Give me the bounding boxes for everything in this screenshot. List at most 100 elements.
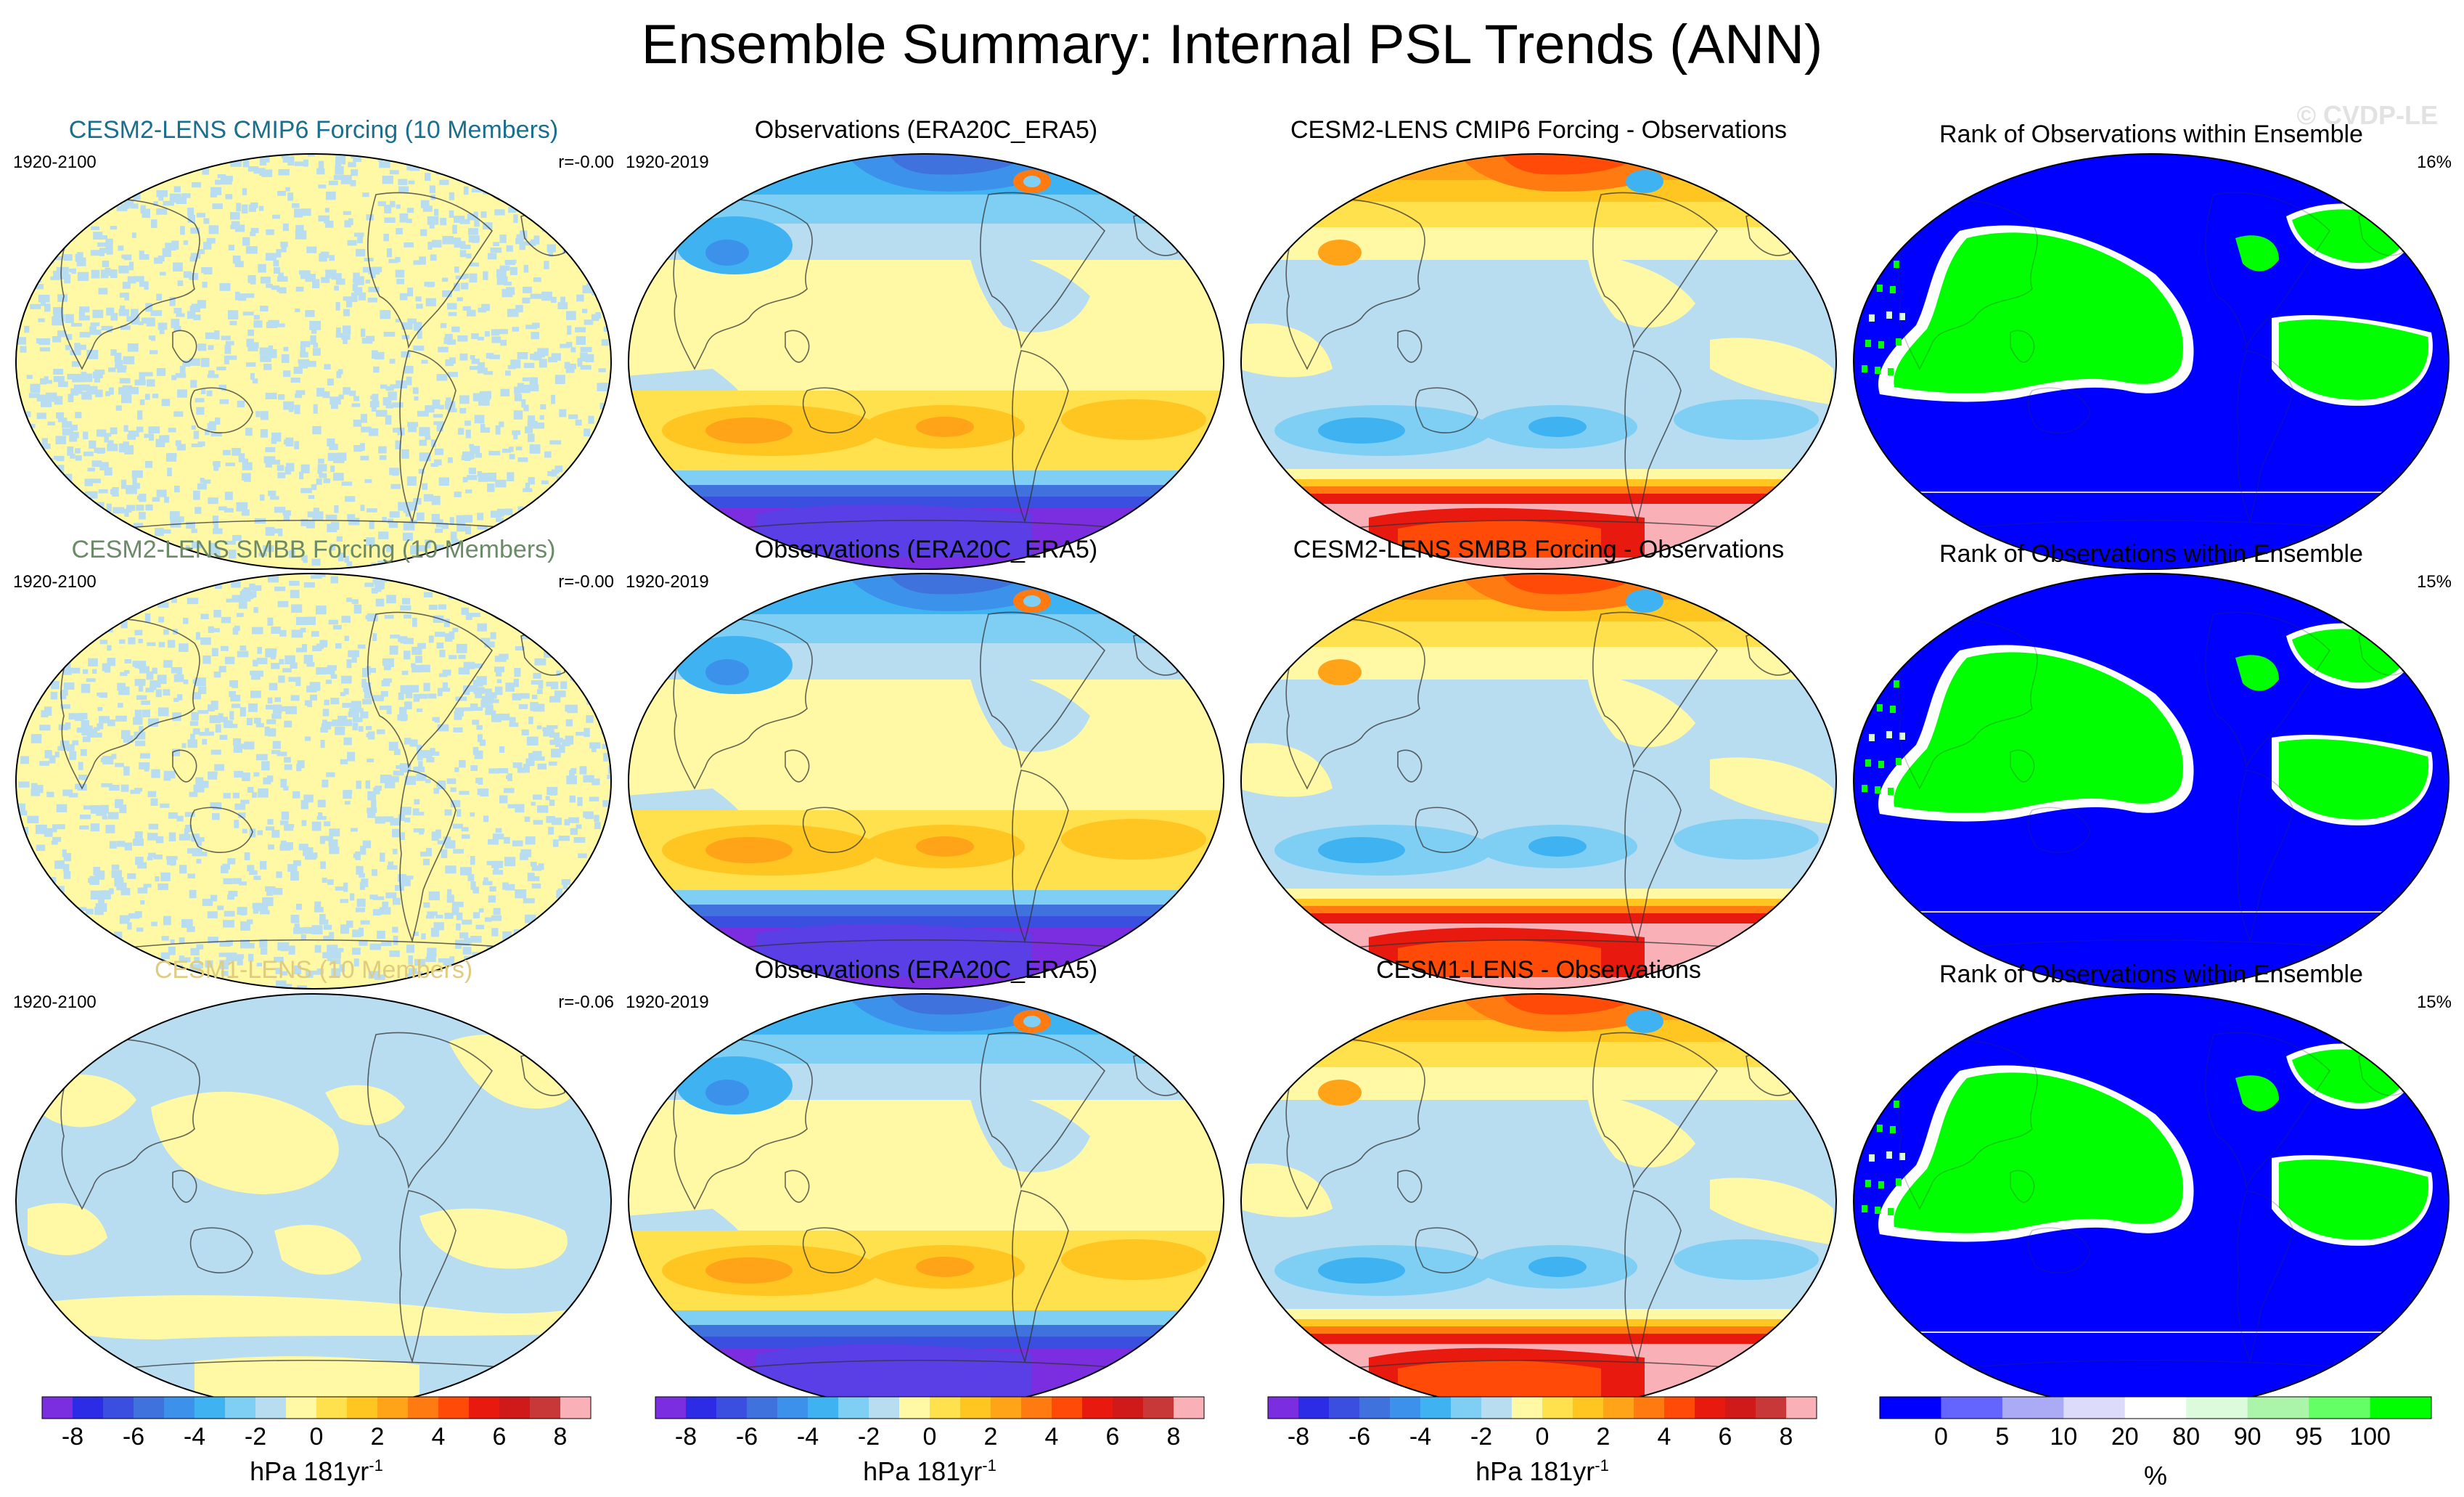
colorbar-swatch [960, 1397, 991, 1419]
colorbar-swatch [1298, 1397, 1330, 1419]
colorbar-swatch [377, 1397, 409, 1419]
obs-map-row-3 [628, 993, 1224, 1410]
model-panel-title: CESM1-LENS (10 Members) [154, 956, 473, 984]
colorbar-tick-label: 4 [432, 1423, 446, 1451]
colorbar-tick-label: -2 [245, 1423, 266, 1451]
colorbar-swatch [1941, 1397, 2003, 1419]
colorbar-swatch [1359, 1397, 1391, 1419]
obs-panel-title: Observations (ERA20C_ERA5) [754, 536, 1098, 563]
colorbar-swatch [499, 1397, 531, 1419]
colorbar-swatch [1512, 1397, 1543, 1419]
colorbar-swatch [316, 1397, 348, 1419]
colorbar-tick-label: 0 [1934, 1423, 1948, 1451]
diff-map-row-1 [1240, 153, 1837, 570]
colorbar-tick-label: 5 [1995, 1423, 2009, 1451]
model-panel-title: CESM2-LENS CMIP6 Forcing (10 Members) [68, 116, 559, 144]
diff-map-row-2 [1240, 573, 1837, 990]
colorbar-swatch [1573, 1397, 1604, 1419]
colorbar-tick-label: 80 [2172, 1423, 2200, 1451]
colorbar-swatch [777, 1397, 809, 1419]
colorbar-swatch [1542, 1397, 1573, 1419]
colorbar-tick-label: -4 [797, 1423, 819, 1451]
colorbar-swatch [655, 1397, 687, 1419]
colorbar-swatch [1021, 1397, 1052, 1419]
obs-map-row-2 [628, 573, 1224, 990]
colorbar-swatch [2247, 1397, 2309, 1419]
diff-map-row-3 [1240, 993, 1837, 1410]
colorbar-swatch [225, 1397, 256, 1419]
colorbar-swatch [2309, 1397, 2371, 1419]
colorbar-swatch [73, 1397, 104, 1419]
rank-panel-title: Rank of Observations within Ensemble [1939, 121, 2363, 148]
colorbar-tick-label: 10 [2050, 1423, 2077, 1451]
colorbar-swatch [560, 1397, 592, 1419]
colorbar-swatch [1786, 1397, 1817, 1419]
colorbar-units-label: hPa 181yr-1 [863, 1456, 996, 1486]
colorbar-swatch [1880, 1397, 1941, 1419]
obs-years: 1920-2019 [626, 152, 709, 172]
colorbar-tick-label: 4 [1658, 1423, 1671, 1451]
colorbar-tick-label: 6 [1719, 1423, 1732, 1451]
colorbar-swatch [1174, 1397, 1205, 1419]
colorbar-tick-label: -6 [123, 1423, 144, 1451]
colorbar-swatch [808, 1397, 839, 1419]
model-correlation: r=-0.00 [558, 152, 614, 172]
rank-map-row-1 [1853, 153, 2449, 570]
colorbar-swatch [255, 1397, 287, 1419]
colorbar-swatch [1695, 1397, 1726, 1419]
model-panel-title: CESM2-LENS SMBB Forcing (10 Members) [71, 536, 556, 563]
colorbar-swatch [42, 1397, 73, 1419]
colorbar-swatch [2370, 1397, 2432, 1419]
colorbar-tick-label: -8 [62, 1423, 83, 1451]
colorbar-tick-label: -4 [184, 1423, 205, 1451]
obs-panel-title: Observations (ERA20C_ERA5) [754, 956, 1098, 984]
colorbar-swatch [469, 1397, 500, 1419]
colorbar-swatch [899, 1397, 930, 1419]
colorbar-tick-label: -2 [858, 1423, 880, 1451]
colorbar-tick-label: -8 [1288, 1423, 1309, 1451]
rank-map-row-3 [1853, 993, 2449, 1410]
colorbar-tick-label: 2 [984, 1423, 998, 1451]
colorbar-swatch [2124, 1397, 2187, 1419]
colorbar-swatch [530, 1397, 561, 1419]
colorbar-swatch [1143, 1397, 1174, 1419]
colorbar-tick-label: 0 [923, 1423, 937, 1451]
colorbar-swatch [869, 1397, 900, 1419]
model-correlation: r=-0.06 [558, 992, 614, 1012]
colorbar-swatch [286, 1397, 317, 1419]
colorbar-swatch [1082, 1397, 1113, 1419]
model-map-row-2 [15, 573, 612, 990]
colorbar-swatch [2063, 1397, 2126, 1419]
colorbar-swatch [1451, 1397, 1482, 1419]
model-years: 1920-2100 [13, 572, 97, 592]
rank-map-row-2 [1853, 573, 2449, 990]
colorbar-tick-label: 0 [310, 1423, 324, 1451]
colorbar-swatch [134, 1397, 165, 1419]
colorbar-tick-label: 90 [2234, 1423, 2262, 1451]
colorbar-swatch [930, 1397, 961, 1419]
colorbar-swatch [408, 1397, 439, 1419]
psl-colorbar-3: -8 -6 -4 -2 0 2 4 6 8 [1267, 1396, 1817, 1451]
colorbar-swatch [2002, 1397, 2064, 1419]
colorbar-tick-label: 4 [1045, 1423, 1059, 1451]
psl-colorbar-2: -8 -6 -4 -2 0 2 4 6 8 [655, 1396, 1205, 1451]
colorbar-swatch [686, 1397, 717, 1419]
colorbar-units-label: hPa 181yr-1 [250, 1456, 383, 1486]
model-years: 1920-2100 [13, 992, 97, 1012]
colorbar-swatch [1634, 1397, 1665, 1419]
colorbar-tick-label: 6 [493, 1423, 507, 1451]
obs-panel-title: Observations (ERA20C_ERA5) [754, 116, 1098, 144]
model-correlation: r=-0.00 [558, 572, 614, 592]
colorbar-swatch [195, 1397, 226, 1419]
colorbar-swatch [1603, 1397, 1634, 1419]
colorbar-tick-label: -8 [675, 1423, 697, 1451]
colorbar-tick-label: -4 [1409, 1423, 1431, 1451]
rank-percent: 15% [2416, 572, 2452, 592]
colorbar-swatch [1725, 1397, 1756, 1419]
colorbar-tick-label: 95 [2295, 1423, 2322, 1451]
rank-colorbar-label: % [2143, 1461, 2167, 1490]
colorbar-tick-label: 100 [2349, 1423, 2391, 1451]
colorbar-swatch [991, 1397, 1022, 1419]
colorbar-swatch [838, 1397, 869, 1419]
diff-panel-title: CESM1-LENS - Observations [1376, 956, 1701, 984]
